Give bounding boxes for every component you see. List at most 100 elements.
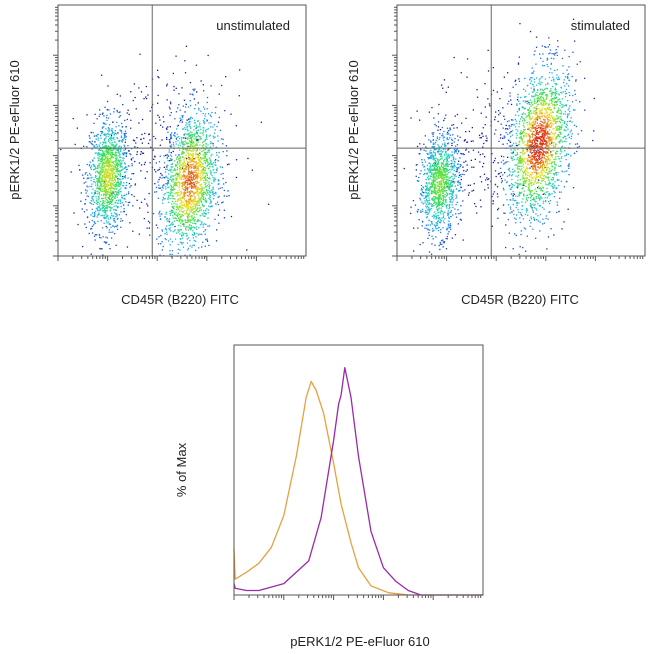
event-dot [433,211,436,213]
event-dot [574,89,576,92]
event-dot [421,225,423,227]
event-dot [418,153,420,155]
event-dot [115,225,117,227]
event-dot [445,158,447,160]
event-dot [438,159,441,161]
event-dot [186,202,188,205]
event-dot [109,179,111,181]
event-dot [506,143,508,145]
event-dot [98,144,100,146]
event-dot [428,153,430,155]
event-dot [110,168,112,171]
event-dot [217,188,220,190]
event-dot [526,235,528,237]
event-dot [130,185,132,187]
event-dot [504,136,506,138]
event-dot [116,133,118,135]
event-dot [192,201,194,203]
event-dot [512,204,514,206]
event-dot [203,176,205,179]
event-dot [105,189,107,191]
event-dot [193,125,195,127]
event-dot [431,154,433,157]
event-dot [471,127,473,129]
event-dot [568,73,570,75]
event-dot [197,199,199,201]
event-dot [210,173,212,175]
event-dot [439,248,441,251]
event-dot [195,161,197,163]
event-dot [539,198,541,200]
event-dot [517,183,519,185]
event-dot [101,227,104,229]
event-dot [200,161,202,163]
event-dot [416,164,418,166]
event-dot [189,165,191,167]
event-dot [105,190,107,192]
event-dot [172,178,174,181]
event-dot [568,133,570,135]
event-dot [556,77,558,79]
event-dot [167,178,169,180]
event-dot [101,204,104,206]
event-dot [168,149,170,151]
event-dot [119,145,121,147]
event-dot [83,145,85,147]
event-dot [109,153,111,155]
event-dot [552,91,555,93]
event-dot [467,184,469,186]
event-dot [441,126,443,129]
event-dot [175,111,178,113]
event-dot [140,151,142,153]
event-dot [114,180,116,182]
event-dot [440,153,442,155]
event-dot [178,93,180,95]
event-dot [200,128,202,130]
event-dot [191,185,194,188]
event-dot [568,120,570,122]
event-dot [512,197,514,200]
event-dot [192,94,194,96]
event-dot [184,72,187,74]
event-dot [445,206,447,208]
event-dot [579,101,581,103]
event-dot [120,136,123,139]
event-dot [433,146,435,148]
event-dot [102,197,104,199]
event-dot [123,144,125,146]
event-dot [206,174,208,176]
event-dot [157,94,159,97]
event-dot [191,200,193,202]
event-dot [130,91,132,93]
event-dot [550,63,552,65]
event-dot [175,179,178,181]
event-dot [219,187,221,189]
event-dot [194,108,196,110]
event-dot [181,237,184,239]
event-dot [189,201,191,203]
event-dot [535,63,537,65]
event-dot [434,166,436,168]
event-dot [570,135,573,137]
event-dot [547,191,549,193]
event-dot [425,182,428,184]
event-dot [448,169,450,171]
event-dot [215,240,218,242]
event-dot [436,136,439,138]
event-dot [580,130,583,132]
event-dot [109,178,111,180]
event-dot [529,204,531,207]
event-dot [204,115,206,117]
event-dot [190,140,192,142]
event-dot [168,169,170,172]
event-dot [110,155,112,157]
event-dot [99,203,101,205]
event-dot [547,83,549,85]
event-dot [191,139,193,141]
event-dot [191,199,194,201]
event-dot [192,230,194,232]
event-dot [561,126,563,128]
event-dot [518,194,520,196]
event-dot [511,211,513,213]
event-dot [121,185,123,187]
